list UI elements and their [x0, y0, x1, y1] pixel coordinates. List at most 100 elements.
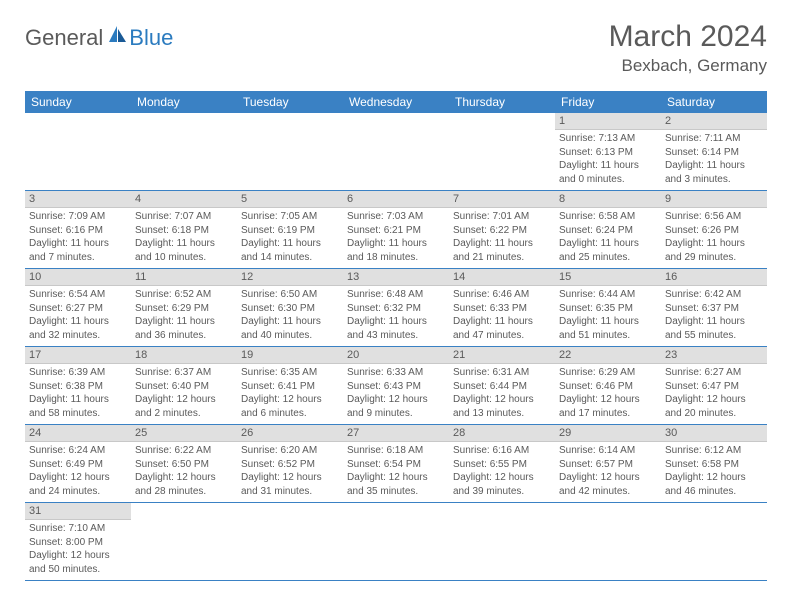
logo: General Blue: [25, 25, 173, 51]
day-number: 21: [449, 347, 555, 364]
day-number: 8: [555, 191, 661, 208]
day-number: 4: [131, 191, 237, 208]
day-number: 27: [343, 425, 449, 442]
sunset-line: Sunset: 6:37 PM: [665, 302, 763, 316]
calendar-day-cell: 25Sunrise: 6:22 AMSunset: 6:50 PMDayligh…: [131, 425, 237, 503]
sunset-line: Sunset: 8:00 PM: [29, 536, 127, 550]
calendar-empty-cell: [237, 503, 343, 581]
day-info: Sunrise: 7:09 AMSunset: 6:16 PMDaylight:…: [25, 208, 131, 268]
sunrise-line: Sunrise: 6:37 AM: [135, 366, 233, 380]
sunset-line: Sunset: 6:52 PM: [241, 458, 339, 472]
day-info: Sunrise: 6:35 AMSunset: 6:41 PMDaylight:…: [237, 364, 343, 424]
day-header-monday: Monday: [131, 91, 237, 113]
day-number: 1: [555, 113, 661, 130]
daylight-line: Daylight: 12 hours and 35 minutes.: [347, 471, 445, 498]
daylight-line: Daylight: 12 hours and 42 minutes.: [559, 471, 657, 498]
calendar-day-cell: 10Sunrise: 6:54 AMSunset: 6:27 PMDayligh…: [25, 269, 131, 347]
sunrise-line: Sunrise: 6:50 AM: [241, 288, 339, 302]
calendar-empty-cell: [555, 503, 661, 581]
day-info: Sunrise: 6:44 AMSunset: 6:35 PMDaylight:…: [555, 286, 661, 346]
daylight-line: Daylight: 11 hours and 10 minutes.: [135, 237, 233, 264]
daylight-line: Daylight: 12 hours and 13 minutes.: [453, 393, 551, 420]
sunrise-line: Sunrise: 7:09 AM: [29, 210, 127, 224]
day-info: Sunrise: 6:54 AMSunset: 6:27 PMDaylight:…: [25, 286, 131, 346]
sunrise-line: Sunrise: 6:31 AM: [453, 366, 551, 380]
calendar-empty-cell: [343, 113, 449, 191]
day-info: Sunrise: 6:31 AMSunset: 6:44 PMDaylight:…: [449, 364, 555, 424]
day-number: 31: [25, 503, 131, 520]
day-header-sunday: Sunday: [25, 91, 131, 113]
daylight-line: Daylight: 12 hours and 39 minutes.: [453, 471, 551, 498]
sunset-line: Sunset: 6:46 PM: [559, 380, 657, 394]
day-number: 22: [555, 347, 661, 364]
calendar-day-cell: 26Sunrise: 6:20 AMSunset: 6:52 PMDayligh…: [237, 425, 343, 503]
calendar-day-cell: 3Sunrise: 7:09 AMSunset: 6:16 PMDaylight…: [25, 191, 131, 269]
sunrise-line: Sunrise: 7:11 AM: [665, 132, 763, 146]
day-info: Sunrise: 6:56 AMSunset: 6:26 PMDaylight:…: [661, 208, 767, 268]
sunset-line: Sunset: 6:22 PM: [453, 224, 551, 238]
day-number: 25: [131, 425, 237, 442]
sunset-line: Sunset: 6:33 PM: [453, 302, 551, 316]
sunset-line: Sunset: 6:16 PM: [29, 224, 127, 238]
daylight-line: Daylight: 11 hours and 14 minutes.: [241, 237, 339, 264]
day-number: 17: [25, 347, 131, 364]
daylight-line: Daylight: 12 hours and 6 minutes.: [241, 393, 339, 420]
calendar-day-cell: 19Sunrise: 6:35 AMSunset: 6:41 PMDayligh…: [237, 347, 343, 425]
location: Bexbach, Germany: [609, 56, 767, 76]
calendar-table: SundayMondayTuesdayWednesdayThursdayFrid…: [25, 91, 767, 581]
sunrise-line: Sunrise: 6:29 AM: [559, 366, 657, 380]
daylight-line: Daylight: 11 hours and 51 minutes.: [559, 315, 657, 342]
day-number: 6: [343, 191, 449, 208]
calendar-day-cell: 15Sunrise: 6:44 AMSunset: 6:35 PMDayligh…: [555, 269, 661, 347]
day-info: Sunrise: 6:39 AMSunset: 6:38 PMDaylight:…: [25, 364, 131, 424]
sunset-line: Sunset: 6:58 PM: [665, 458, 763, 472]
sunrise-line: Sunrise: 7:05 AM: [241, 210, 339, 224]
sunset-line: Sunset: 6:38 PM: [29, 380, 127, 394]
sunset-line: Sunset: 6:26 PM: [665, 224, 763, 238]
day-number: 30: [661, 425, 767, 442]
day-info: Sunrise: 6:12 AMSunset: 6:58 PMDaylight:…: [661, 442, 767, 502]
calendar-day-cell: 24Sunrise: 6:24 AMSunset: 6:49 PMDayligh…: [25, 425, 131, 503]
sunrise-line: Sunrise: 6:58 AM: [559, 210, 657, 224]
day-number: 9: [661, 191, 767, 208]
day-info: Sunrise: 7:11 AMSunset: 6:14 PMDaylight:…: [661, 130, 767, 190]
sunset-line: Sunset: 6:35 PM: [559, 302, 657, 316]
calendar-day-cell: 12Sunrise: 6:50 AMSunset: 6:30 PMDayligh…: [237, 269, 343, 347]
day-number: 16: [661, 269, 767, 286]
sunset-line: Sunset: 6:54 PM: [347, 458, 445, 472]
sunset-line: Sunset: 6:14 PM: [665, 146, 763, 160]
day-info: Sunrise: 6:27 AMSunset: 6:47 PMDaylight:…: [661, 364, 767, 424]
day-number: 26: [237, 425, 343, 442]
day-number: 15: [555, 269, 661, 286]
day-header-wednesday: Wednesday: [343, 91, 449, 113]
calendar-empty-cell: [449, 113, 555, 191]
day-info: Sunrise: 6:42 AMSunset: 6:37 PMDaylight:…: [661, 286, 767, 346]
day-info: Sunrise: 7:13 AMSunset: 6:13 PMDaylight:…: [555, 130, 661, 190]
day-number: 5: [237, 191, 343, 208]
day-info: Sunrise: 7:03 AMSunset: 6:21 PMDaylight:…: [343, 208, 449, 268]
calendar-day-cell: 2Sunrise: 7:11 AMSunset: 6:14 PMDaylight…: [661, 113, 767, 191]
day-number: 3: [25, 191, 131, 208]
daylight-line: Daylight: 11 hours and 7 minutes.: [29, 237, 127, 264]
sunrise-line: Sunrise: 6:16 AM: [453, 444, 551, 458]
sunrise-line: Sunrise: 7:01 AM: [453, 210, 551, 224]
sunrise-line: Sunrise: 6:24 AM: [29, 444, 127, 458]
sunset-line: Sunset: 6:49 PM: [29, 458, 127, 472]
day-number: 28: [449, 425, 555, 442]
day-number: 2: [661, 113, 767, 130]
day-info: Sunrise: 6:52 AMSunset: 6:29 PMDaylight:…: [131, 286, 237, 346]
sunset-line: Sunset: 6:41 PM: [241, 380, 339, 394]
day-header-tuesday: Tuesday: [237, 91, 343, 113]
calendar-week-row: 10Sunrise: 6:54 AMSunset: 6:27 PMDayligh…: [25, 269, 767, 347]
daylight-line: Daylight: 11 hours and 25 minutes.: [559, 237, 657, 264]
day-number: 14: [449, 269, 555, 286]
sunrise-line: Sunrise: 6:42 AM: [665, 288, 763, 302]
day-number: 29: [555, 425, 661, 442]
daylight-line: Daylight: 11 hours and 21 minutes.: [453, 237, 551, 264]
sunset-line: Sunset: 6:21 PM: [347, 224, 445, 238]
calendar-empty-cell: [131, 503, 237, 581]
title-block: March 2024 Bexbach, Germany: [609, 20, 767, 76]
daylight-line: Daylight: 11 hours and 36 minutes.: [135, 315, 233, 342]
daylight-line: Daylight: 11 hours and 18 minutes.: [347, 237, 445, 264]
calendar-day-cell: 31Sunrise: 7:10 AMSunset: 8:00 PMDayligh…: [25, 503, 131, 581]
